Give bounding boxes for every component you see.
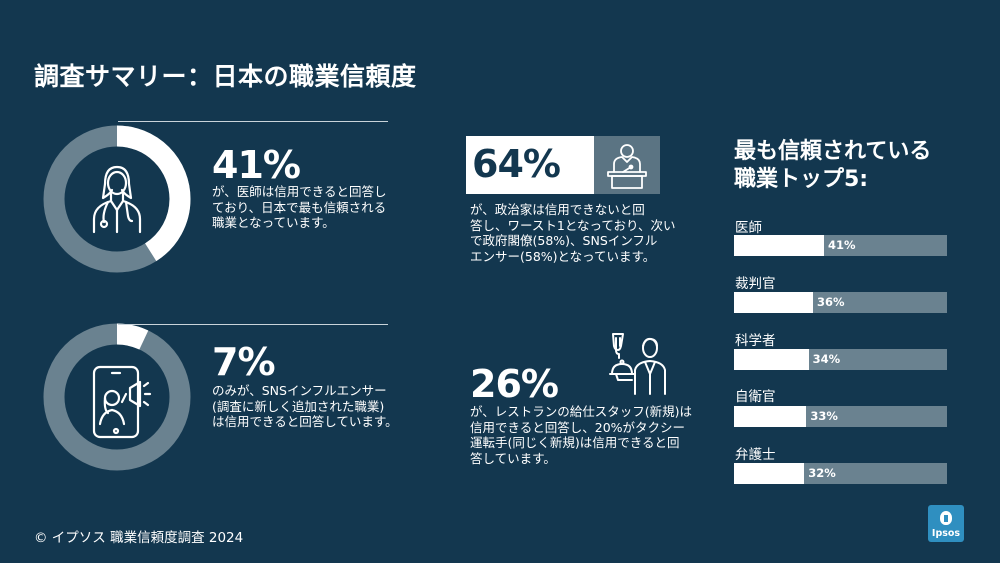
- bar-value: 34%: [812, 352, 841, 366]
- text-line: が、政治家は信用できないと回: [470, 202, 645, 217]
- text-line: 答し、ワースト1となっており、次い: [470, 217, 676, 233]
- text-line: (調査に新しく追加された職業): [212, 398, 385, 414]
- bar-value: 41%: [828, 238, 856, 252]
- doctor-icon: [92, 165, 142, 234]
- text-line: エンサー(58%)となっています。: [470, 248, 656, 264]
- text-line: ており、日本で最も信頼される: [212, 199, 387, 215]
- top5-bar-scientist: 34%: [734, 349, 947, 370]
- stat-text-restaurant: が、レストランの給仕スタッフ(新規)は 信用できると回答し、20%がタクシー 運…: [470, 404, 692, 466]
- top5-label-scientist: 科学者: [735, 333, 776, 349]
- stat-text-sns: のみが、SNSインフルエンサー (調査に新しく追加された職業) は信用できると回…: [212, 383, 398, 430]
- bar-fill: [734, 463, 805, 484]
- top5-title-line: 職業トップ5:: [734, 167, 869, 192]
- top5-bar-sdf: 33%: [734, 406, 947, 427]
- donut-chart-sns: [43, 323, 191, 471]
- bar-fill: [734, 349, 809, 370]
- text-line: で政府閣僚(58%)、SNSインフル: [470, 233, 658, 248]
- text-line: 職業となっています。: [212, 215, 335, 230]
- waiter-icon: [609, 333, 666, 395]
- stat-value-politician: 64%: [472, 142, 561, 186]
- bar-value: 36%: [817, 295, 845, 309]
- top5-label-doctor: 医師: [735, 220, 762, 236]
- stat-text-politician: が、政治家は信用できないと回 答し、ワースト1となっており、次い で政府閣僚(5…: [470, 202, 675, 264]
- text-line: が、医師は信用できると回答し: [212, 184, 387, 199]
- text-line: が、レストランの給仕スタッフ(新規)は: [470, 404, 693, 419]
- logo-mark-inner: [944, 515, 948, 522]
- text-line: 信用できると回答し、20%がタクシー: [470, 419, 686, 435]
- footer-copyright: © イプソス 職業信頼度調査 2024: [34, 530, 244, 546]
- top5-label-judge: 裁判官: [735, 276, 776, 292]
- divider-line: [118, 324, 388, 325]
- bar-value: 33%: [810, 409, 838, 423]
- text-line: のみが、SNSインフルエンサー: [212, 383, 387, 398]
- top5-title-line: 最も信頼されている: [734, 139, 932, 164]
- politician-podium-icon: [607, 144, 647, 189]
- ipsos-logo: Ipsos: [928, 505, 964, 542]
- stat-value-restaurant: 26%: [470, 362, 559, 406]
- text-line: 答しています。: [470, 450, 556, 466]
- top5-label-lawyer: 弁護士: [735, 447, 776, 463]
- donut-value-arc: [43, 125, 191, 273]
- bar-value: 32%: [808, 466, 836, 480]
- text-line: 運転手(同じく新規)は信用できると回: [470, 435, 680, 450]
- stat-value-doctor: 41%: [212, 143, 301, 187]
- top5-title: 最も信頼されている 職業トップ5:: [734, 138, 931, 194]
- bar-fill: [734, 406, 807, 427]
- top5-bar-lawyer: 32%: [734, 463, 947, 484]
- top5-bar-doctor: 41%: [734, 235, 947, 256]
- stat-value-sns: 7%: [212, 340, 276, 384]
- divider-line: [118, 121, 388, 122]
- donut-chart-doctor: [43, 125, 191, 273]
- page-title: 調査サマリー：日本の職業信頼度: [34, 62, 417, 91]
- logo-text: Ipsos: [931, 528, 961, 539]
- text-line: は信用できると回答しています。: [212, 414, 398, 429]
- top5-label-sdf: 自衛官: [735, 389, 776, 405]
- politician-icon-box: [594, 136, 660, 194]
- top5-bar-judge: 36%: [734, 292, 947, 313]
- smartphone-influencer-icon: [92, 365, 152, 439]
- bar-fill: [734, 292, 813, 313]
- bar-fill: [734, 235, 824, 256]
- stat-text-doctor: が、医師は信用できると回答し ており、日本で最も信頼される 職業となっています。: [212, 184, 387, 231]
- donut-track: [43, 323, 191, 471]
- donut-value-arc: [43, 323, 191, 471]
- stat-value-box-politician: 64%: [466, 136, 594, 194]
